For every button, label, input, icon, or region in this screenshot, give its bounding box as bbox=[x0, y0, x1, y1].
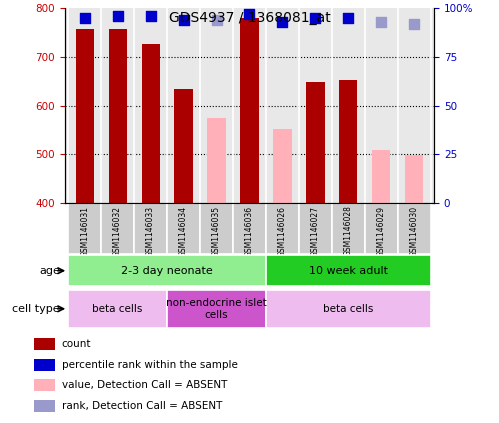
Text: beta cells: beta cells bbox=[323, 304, 374, 314]
Text: GSM1146029: GSM1146029 bbox=[377, 206, 386, 257]
Bar bbox=[208, 118, 226, 203]
Text: GSM1146035: GSM1146035 bbox=[212, 206, 221, 257]
Text: non-endocrine islet
cells: non-endocrine islet cells bbox=[166, 298, 267, 320]
Text: beta cells: beta cells bbox=[92, 304, 143, 314]
Bar bbox=[405, 155, 424, 203]
Text: 2-3 day neonate: 2-3 day neonate bbox=[121, 266, 213, 276]
Bar bbox=[273, 129, 291, 203]
Point bbox=[246, 11, 253, 18]
Bar bbox=[372, 150, 390, 203]
Bar bbox=[34, 379, 55, 391]
Bar bbox=[109, 29, 127, 203]
Point bbox=[311, 15, 319, 22]
Text: percentile rank within the sample: percentile rank within the sample bbox=[62, 360, 238, 370]
Point bbox=[344, 15, 352, 22]
Point bbox=[147, 13, 155, 19]
Text: GSM1146027: GSM1146027 bbox=[311, 206, 320, 257]
Bar bbox=[306, 82, 324, 203]
Bar bbox=[365, 203, 398, 254]
Bar bbox=[68, 290, 167, 328]
Text: GDS4937 / 1368081_at: GDS4937 / 1368081_at bbox=[169, 11, 330, 25]
Bar bbox=[266, 290, 431, 328]
Bar bbox=[200, 203, 233, 254]
Bar bbox=[266, 203, 299, 254]
Point bbox=[180, 17, 188, 24]
Text: GSM1146036: GSM1146036 bbox=[245, 206, 254, 257]
Bar bbox=[142, 44, 160, 203]
Text: GSM1146032: GSM1146032 bbox=[113, 206, 122, 257]
Bar bbox=[339, 80, 357, 203]
Point bbox=[410, 21, 418, 27]
Bar bbox=[299, 203, 332, 254]
Bar bbox=[101, 203, 134, 254]
Bar bbox=[34, 338, 55, 350]
Bar bbox=[68, 203, 101, 254]
Bar bbox=[68, 255, 266, 286]
Text: rank, Detection Call = ABSENT: rank, Detection Call = ABSENT bbox=[62, 401, 222, 411]
Text: GSM1146031: GSM1146031 bbox=[80, 206, 89, 257]
Point bbox=[114, 13, 122, 19]
Bar bbox=[34, 359, 55, 371]
Bar bbox=[241, 18, 258, 203]
Text: GSM1146026: GSM1146026 bbox=[278, 206, 287, 257]
Text: cell type: cell type bbox=[12, 304, 60, 314]
Text: GSM1146028: GSM1146028 bbox=[344, 206, 353, 256]
Text: GSM1146030: GSM1146030 bbox=[410, 206, 419, 257]
Point bbox=[377, 19, 385, 25]
Bar bbox=[266, 255, 431, 286]
Text: count: count bbox=[62, 339, 91, 349]
Point bbox=[278, 19, 286, 25]
Point bbox=[81, 15, 89, 22]
Bar bbox=[233, 203, 266, 254]
Text: GSM1146033: GSM1146033 bbox=[146, 206, 155, 257]
Bar bbox=[398, 203, 431, 254]
Text: 10 week adult: 10 week adult bbox=[309, 266, 388, 276]
Text: value, Detection Call = ABSENT: value, Detection Call = ABSENT bbox=[62, 380, 227, 390]
Bar bbox=[34, 400, 55, 412]
Bar bbox=[134, 203, 167, 254]
Bar bbox=[175, 89, 193, 203]
Text: age: age bbox=[39, 266, 60, 276]
Text: GSM1146034: GSM1146034 bbox=[179, 206, 188, 257]
Bar bbox=[332, 203, 365, 254]
Bar bbox=[167, 290, 266, 328]
Bar bbox=[167, 203, 200, 254]
Point bbox=[213, 17, 221, 24]
Bar bbox=[75, 29, 94, 203]
